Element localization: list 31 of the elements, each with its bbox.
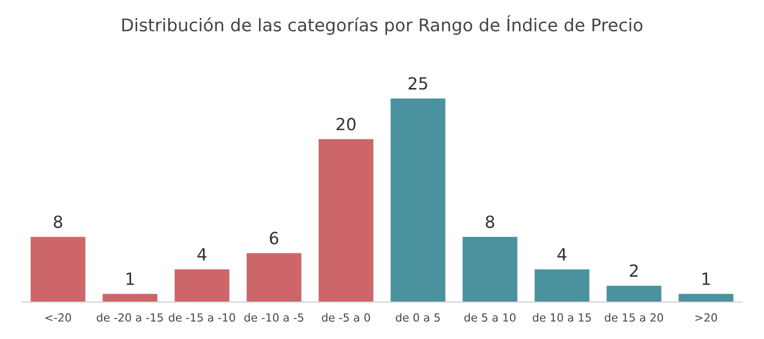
data-label: 2 <box>630 264 638 277</box>
x-tick-label: <-20 <box>45 313 71 322</box>
data-label: 4 <box>198 248 206 260</box>
x-tick-label: de 5 a 10 <box>464 313 516 322</box>
bar <box>390 98 446 302</box>
bar <box>174 269 230 302</box>
data-label: 20 <box>336 118 356 130</box>
x-tick-label: de -5 a 0 <box>322 313 370 322</box>
data-label: 6 <box>270 232 278 244</box>
data-label: 8 <box>54 215 62 228</box>
bar <box>534 269 590 302</box>
x-tick-label: de -15 a -10 <box>168 313 236 322</box>
data-label: 25 <box>408 77 428 90</box>
x-tick-label: de 10 a 15 <box>532 313 591 322</box>
data-label: 1 <box>702 272 710 285</box>
bar <box>462 236 518 302</box>
x-tick-label: de -10 a -5 <box>244 313 304 322</box>
bar <box>102 294 158 302</box>
bar <box>318 139 374 302</box>
x-tick-label: >20 <box>695 313 717 322</box>
data-label: 8 <box>486 215 494 228</box>
bar <box>678 294 734 302</box>
data-label: 1 <box>126 272 134 285</box>
data-label: 4 <box>558 248 566 260</box>
x-tick-label: de 15 a 20 <box>604 313 664 322</box>
x-tick-label: de 0 a 5 <box>396 313 440 322</box>
chart-title: Distribución de las categorías por Rango de Índice de Precio <box>122 15 642 35</box>
bar <box>30 236 86 302</box>
bar <box>606 286 662 302</box>
bar <box>246 253 302 302</box>
x-tick-label: de -20 a -15 <box>96 313 163 322</box>
